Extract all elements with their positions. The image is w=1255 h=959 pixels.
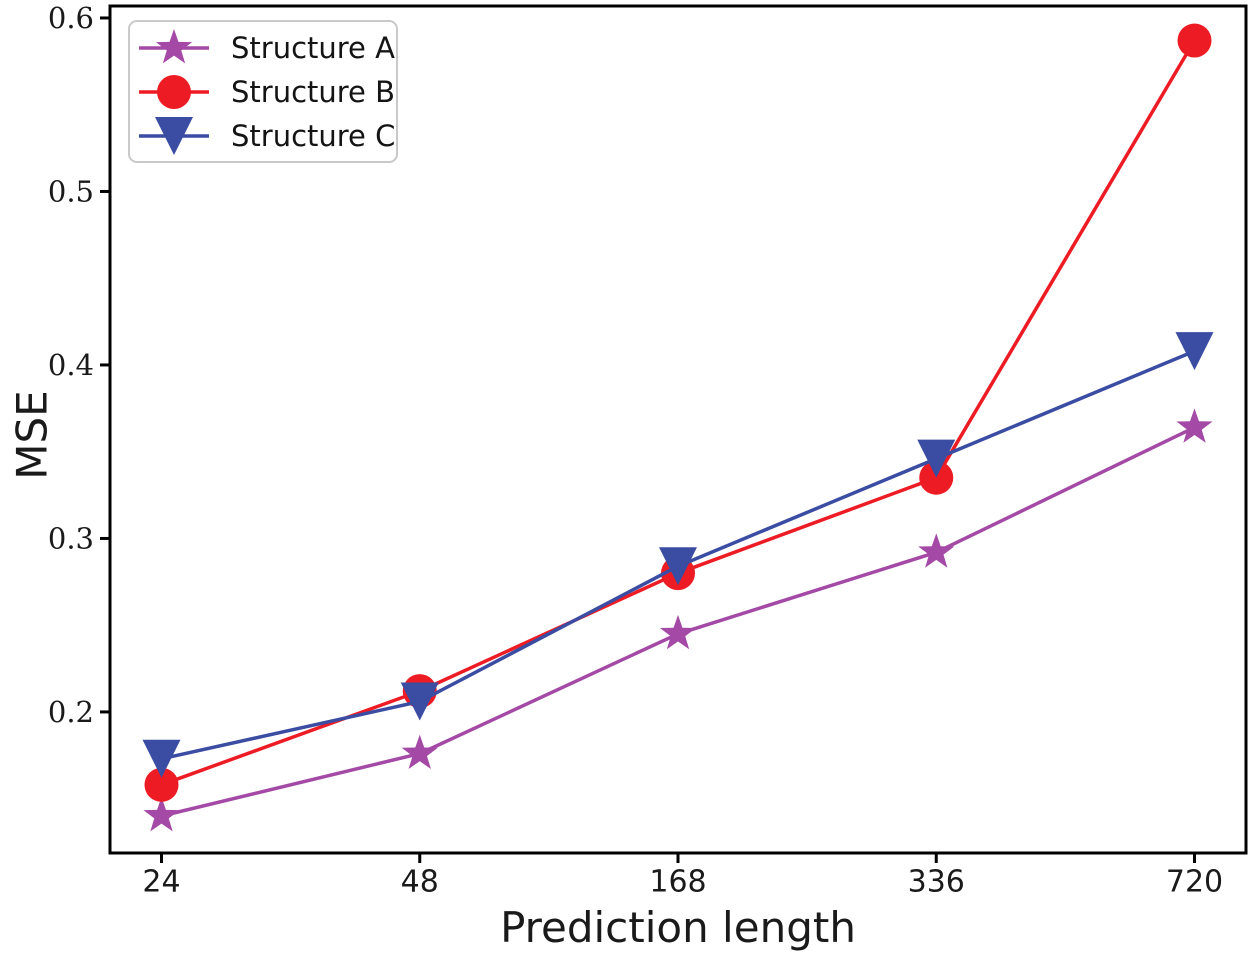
star-marker	[659, 614, 697, 650]
circle-marker-icon	[139, 75, 209, 109]
legend-item-structure-c: Structure C	[139, 114, 395, 158]
triangle-down-marker-icon	[139, 117, 209, 155]
triangle-down-marker	[659, 547, 697, 586]
x-tick-label: 336	[908, 865, 965, 900]
legend-label: Structure A	[231, 31, 395, 65]
star-marker	[143, 797, 180, 832]
triangle-down-marker	[1175, 332, 1214, 371]
y-tick-label: 0.3	[48, 521, 94, 555]
triangle-down-marker	[917, 439, 956, 478]
y-tick-label: 0.6	[48, 1, 94, 35]
y-tick-label: 0.5	[48, 174, 94, 208]
series-structure-c	[142, 332, 1214, 778]
x-tick-label: 24	[142, 865, 180, 900]
triangle-down-marker	[142, 739, 181, 778]
x-tick-label: 168	[649, 865, 706, 900]
y-tick-label: 0.4	[48, 348, 94, 382]
circle-marker	[1177, 23, 1212, 58]
legend: Structure A Structure B Structure C	[128, 20, 398, 163]
triangle-down-marker	[400, 682, 439, 721]
x-tick-label: 48	[401, 865, 439, 900]
star-marker	[155, 29, 193, 64]
star-marker	[918, 533, 955, 568]
x-axis-title: Prediction length	[500, 903, 856, 952]
legend-label: Structure C	[231, 119, 396, 153]
legend-label: Structure B	[231, 75, 396, 109]
circle-marker	[919, 460, 954, 495]
star-marker-icon	[139, 29, 209, 64]
series-structure-a	[143, 408, 1213, 832]
legend-item-structure-b: Structure B	[139, 70, 395, 114]
star-marker	[401, 734, 438, 769]
legend-item-structure-a: Structure A	[139, 26, 395, 70]
x-tick-label: 720	[1166, 865, 1223, 900]
y-tick-label: 0.2	[48, 695, 94, 729]
circle-marker	[144, 767, 179, 802]
triangle-down-marker	[155, 117, 193, 155]
circle-marker	[157, 75, 191, 109]
star-marker	[1176, 408, 1213, 443]
y-axis-title: MSE	[7, 390, 57, 480]
